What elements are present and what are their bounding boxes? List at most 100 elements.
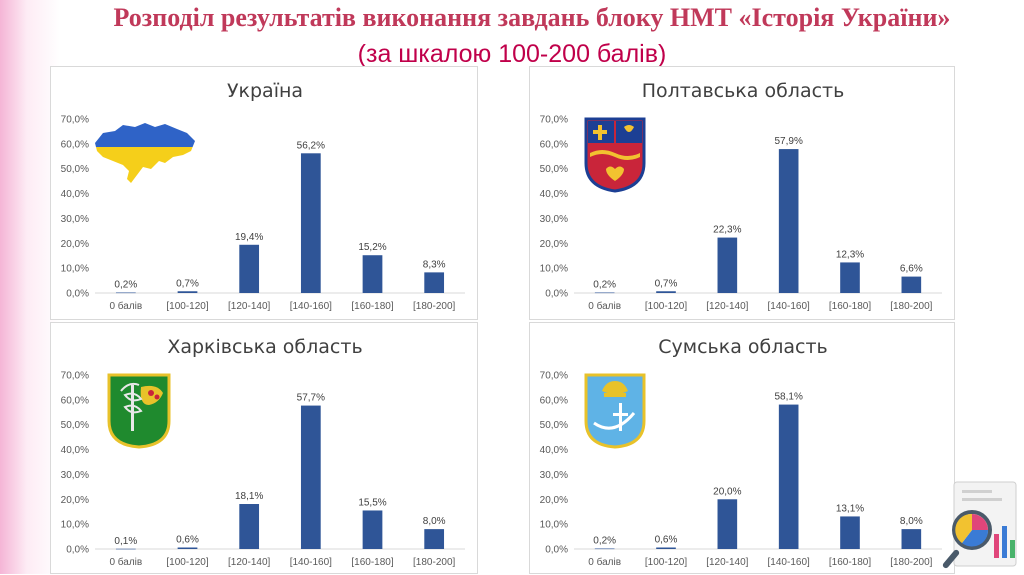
y-tick-label: 0,0% — [545, 545, 568, 556]
x-tick-label: [140-160] — [768, 301, 810, 312]
y-tick-label: 60,0% — [61, 395, 89, 406]
x-tick-label: [160-180] — [351, 557, 393, 568]
y-tick-label: 0,0% — [66, 289, 89, 300]
y-tick-label: 0,0% — [545, 289, 568, 300]
data-label: 8,0% — [423, 516, 446, 527]
x-tick-label: [180-200] — [890, 301, 932, 312]
bar — [594, 548, 615, 550]
y-tick-label: 70,0% — [61, 115, 89, 126]
x-tick-label: [100-120] — [645, 557, 687, 568]
x-tick-label: 0 балів — [109, 300, 142, 312]
y-tick-label: 70,0% — [61, 371, 89, 382]
data-label: 20,0% — [713, 486, 741, 497]
x-tick-label: [120-140] — [228, 301, 270, 312]
chart-title: Харківська область — [167, 336, 362, 358]
x-tick-label: [140-160] — [290, 301, 332, 312]
data-label: 57,7% — [297, 393, 325, 404]
bar — [115, 292, 136, 294]
data-label: 13,1% — [836, 503, 864, 514]
x-tick-label: [160-180] — [829, 301, 871, 312]
bar — [656, 547, 676, 549]
chart-poltava: Полтавська область 0,0% 10,0% 20,0% 30,0% 40,… — [540, 80, 942, 312]
page-subtitle: (за шкалою 100-200 балів) — [357, 40, 667, 68]
poltava-coat-of-arms-icon — [584, 117, 646, 193]
y-tick-label: 10,0% — [61, 520, 89, 531]
data-label: 0,6% — [655, 535, 678, 546]
y-tick-label: 40,0% — [540, 189, 568, 200]
y-tick-label: 10,0% — [540, 520, 568, 531]
kharkiv-coat-of-arms-icon — [107, 373, 171, 449]
x-tick-label: [100-120] — [166, 557, 208, 568]
bar — [239, 504, 260, 549]
bar — [239, 244, 260, 293]
data-label: 22,3% — [713, 225, 741, 236]
chart-title: Сумська область — [658, 336, 828, 358]
data-label: 19,4% — [235, 232, 263, 243]
chart-kharkiv: Харківська область 0,0% 10,0% 20,0% 30,0% 40,… — [61, 336, 465, 568]
data-label: 0,2% — [593, 280, 616, 291]
bar — [901, 529, 922, 549]
data-label: 18,1% — [235, 491, 263, 502]
chart-panel-kharkiv: Харківська область 0,0% 10,0% 20,0% 30,0% 40,… — [50, 322, 478, 574]
y-tick-label: 20,0% — [61, 239, 89, 250]
data-label: 0,2% — [593, 536, 616, 547]
data-label: 0,7% — [655, 278, 678, 289]
y-tick-label: 0,0% — [66, 545, 89, 556]
data-label: 0,6% — [176, 535, 199, 546]
y-tick-label: 30,0% — [540, 470, 568, 481]
bar — [901, 276, 922, 293]
y-tick-label: 30,0% — [61, 214, 89, 225]
data-label: 15,2% — [358, 242, 386, 253]
bar — [840, 516, 860, 549]
bar — [115, 548, 136, 550]
y-tick-label: 70,0% — [540, 115, 568, 126]
y-tick-label: 20,0% — [540, 239, 568, 250]
x-tick-label: [160-180] — [351, 301, 393, 312]
bar — [300, 405, 321, 549]
x-tick-label: 0 балів — [588, 300, 621, 312]
y-tick-label: 70,0% — [540, 371, 568, 382]
data-label: 58,1% — [774, 392, 802, 403]
y-tick-label: 60,0% — [540, 395, 568, 406]
chart-panel-sumy: Сумська область 0,0% 10,0% 20,0% 30,0% 40,0% 5… — [529, 322, 955, 574]
chart-title: Україна — [227, 80, 303, 102]
chart-panel-ukraine: Україна 0,0% 10,0% 20,0% 30,0% 40,0% 50,0% 60,0… — [50, 66, 478, 320]
data-label: 57,9% — [774, 136, 802, 147]
data-label: 8,3% — [423, 259, 446, 270]
y-tick-label: 50,0% — [540, 164, 568, 175]
data-label: 15,5% — [358, 497, 386, 508]
x-tick-label: [160-180] — [829, 557, 871, 568]
y-tick-label: 30,0% — [540, 214, 568, 225]
x-tick-label: [100-120] — [645, 301, 687, 312]
data-label: 8,0% — [900, 516, 923, 527]
chart-title: Полтавська область — [642, 80, 845, 102]
x-tick-label: 0 балів — [109, 556, 142, 568]
x-tick-label: [100-120] — [166, 301, 208, 312]
bar — [300, 153, 321, 293]
x-tick-label: [140-160] — [768, 557, 810, 568]
y-tick-label: 40,0% — [61, 189, 89, 200]
y-tick-label: 40,0% — [540, 445, 568, 456]
x-tick-label: [120-140] — [706, 557, 748, 568]
bar — [778, 404, 799, 549]
bar — [362, 255, 383, 293]
data-label: 12,3% — [836, 249, 864, 260]
y-tick-label: 50,0% — [61, 164, 89, 175]
data-label: 0,2% — [114, 280, 137, 291]
bar — [424, 272, 445, 293]
y-tick-label: 50,0% — [61, 420, 89, 431]
y-tick-label: 60,0% — [540, 139, 568, 150]
data-label: 56,2% — [297, 140, 325, 151]
chart-panel-poltava: Полтавська область 0,0% 10,0% 20,0% 30,0% 40,… — [529, 66, 955, 320]
bar — [362, 510, 383, 549]
y-tick-label: 20,0% — [61, 495, 89, 506]
ukraine-map-flag-icon — [95, 123, 195, 183]
x-tick-label: [180-200] — [413, 557, 455, 568]
chart-ukraine: Україна 0,0% 10,0% 20,0% 30,0% 40,0% 50,0% 60,0… — [61, 80, 465, 312]
bar — [656, 291, 676, 293]
chart-sumy: Сумська область 0,0% 10,0% 20,0% 30,0% 40,0% 5… — [540, 336, 942, 568]
data-label: 6,6% — [900, 264, 923, 275]
bar — [424, 529, 445, 549]
x-tick-label: [140-160] — [290, 557, 332, 568]
x-tick-label: [120-140] — [706, 301, 748, 312]
